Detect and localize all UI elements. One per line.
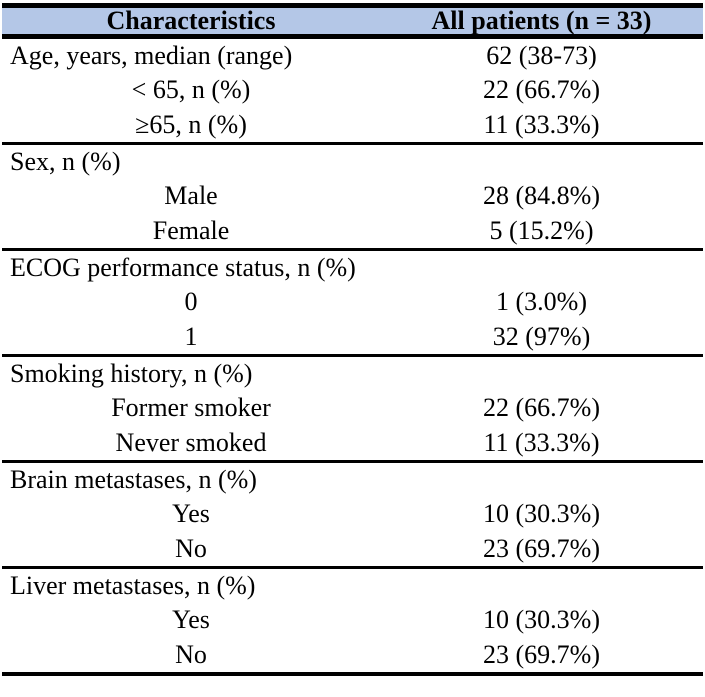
- row-label: 0: [184, 287, 198, 317]
- row-label: Age, years, median (range): [10, 41, 293, 71]
- row-value: 32 (97%): [492, 321, 591, 351]
- row-value: 22 (66.7%): [483, 75, 600, 105]
- row-label: Never smoked: [115, 427, 267, 457]
- row-value: 62 (38-73): [486, 41, 597, 71]
- table-row: Liver metastases, n (%): [2, 569, 703, 603]
- row-label: Female: [152, 215, 230, 245]
- row-label: < 65, n (%): [131, 75, 251, 105]
- table-row: No 23 (69.7%): [2, 532, 703, 566]
- row-value: 22 (66.7%): [483, 393, 600, 423]
- table-row: 0 1 (3.0%): [2, 285, 703, 319]
- table-row: Male 28 (84.8%): [2, 179, 703, 213]
- table-row: ECOG performance status, n (%): [2, 251, 703, 285]
- table-section-sex: Sex, n (%) Male 28 (84.8%) Female 5 (15.…: [2, 145, 703, 251]
- table-row: < 65, n (%) 22 (66.7%): [2, 73, 703, 107]
- row-value: 1 (3.0%): [496, 287, 587, 317]
- row-value: 10 (30.3%): [483, 605, 600, 635]
- table-row: Former smoker 22 (66.7%): [2, 391, 703, 425]
- table-row: ≥65, n (%) 11 (33.3%): [2, 108, 703, 142]
- table-section-smoking: Smoking history, n (%) Former smoker 22 …: [2, 357, 703, 463]
- characteristics-table: Characteristics All patients (n = 33) Ag…: [2, 3, 703, 676]
- table-row: Sex, n (%): [2, 145, 703, 179]
- row-value: 23 (69.7%): [483, 533, 600, 563]
- table-row: No 23 (69.7%): [2, 638, 703, 672]
- table-section-age: Age, years, median (range) 62 (38-73) < …: [2, 39, 703, 145]
- header-all-patients: All patients (n = 33): [431, 6, 652, 35]
- header-characteristics: Characteristics: [106, 6, 276, 35]
- row-label: Liver metastases, n (%): [10, 571, 256, 601]
- row-value: 10 (30.3%): [483, 499, 600, 529]
- row-value: 11 (33.3%): [483, 427, 600, 457]
- table-row: Yes 10 (30.3%): [2, 497, 703, 531]
- row-value: 5 (15.2%): [489, 215, 594, 245]
- table-row: Age, years, median (range) 62 (38-73): [2, 39, 703, 73]
- row-label: Smoking history, n (%): [10, 359, 253, 389]
- table-section-ecog: ECOG performance status, n (%) 0 1 (3.0%…: [2, 251, 703, 357]
- row-label: ≥65, n (%): [135, 109, 247, 139]
- table-row: Female 5 (15.2%): [2, 214, 703, 248]
- row-label: Yes: [172, 605, 210, 635]
- table-section-brain-metastases: Brain metastases, n (%) Yes 10 (30.3%) N…: [2, 463, 703, 569]
- row-label: 1: [184, 321, 198, 351]
- table-row: Smoking history, n (%): [2, 357, 703, 391]
- row-value: 28 (84.8%): [483, 181, 600, 211]
- table-section-liver-metastases: Liver metastases, n (%) Yes 10 (30.3%) N…: [2, 569, 703, 676]
- table-row: Never smoked 11 (33.3%): [2, 426, 703, 460]
- table-row: 1 32 (97%): [2, 320, 703, 354]
- row-label: Male: [164, 181, 218, 211]
- row-label: No: [175, 639, 207, 669]
- row-label: Sex, n (%): [10, 147, 121, 177]
- table-header-row: Characteristics All patients (n = 33): [2, 6, 703, 39]
- row-label: No: [175, 533, 207, 563]
- row-label: ECOG performance status, n (%): [10, 253, 356, 283]
- row-label: Yes: [172, 499, 210, 529]
- row-value: 23 (69.7%): [483, 639, 600, 669]
- row-label: Former smoker: [111, 393, 271, 423]
- table-row: Yes 10 (30.3%): [2, 603, 703, 637]
- table-row: Brain metastases, n (%): [2, 463, 703, 497]
- row-value: 11 (33.3%): [483, 109, 600, 139]
- row-label: Brain metastases, n (%): [10, 465, 257, 495]
